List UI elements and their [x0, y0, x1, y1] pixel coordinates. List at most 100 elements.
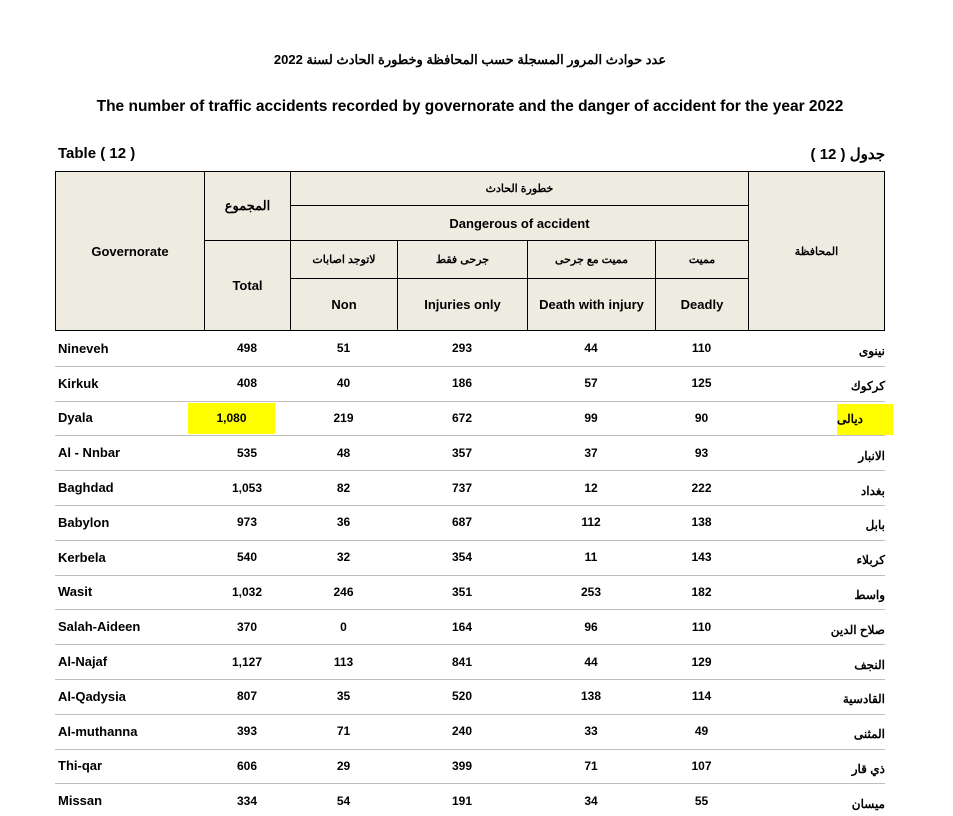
value-cell: 32 — [336, 550, 351, 565]
value-cell: 49 — [694, 724, 709, 739]
subheader: Injuries only — [397, 278, 528, 331]
value-cell: 973 — [236, 515, 258, 530]
value-cell: 222 — [691, 480, 712, 495]
governorate-ar: نينوى — [858, 344, 885, 359]
row-divider — [55, 609, 885, 610]
governorate-ar: واسط — [854, 587, 885, 602]
value-cell: 1,032 — [231, 584, 263, 599]
value-cell: 540 — [236, 550, 258, 565]
value-cell: 182 — [691, 584, 712, 599]
value-cell: 672 — [451, 410, 473, 425]
arabic-title: عدد حوادث المرور المسجلة حسب المحافظة وخ… — [273, 52, 667, 67]
value-cell: 55 — [694, 793, 709, 808]
governorate-ar: المثنى — [853, 727, 885, 742]
value-cell: 54 — [336, 793, 351, 808]
subheader-ar: جرحى فقط — [397, 240, 528, 279]
value-cell: 334 — [236, 793, 258, 808]
value-cell: 354 — [451, 550, 473, 565]
value-cell: 113 — [333, 654, 354, 669]
value-cell: 51 — [336, 341, 351, 356]
header-cell: Governorate — [55, 171, 205, 331]
table-label: Table ( 12 ) — [58, 145, 136, 162]
header-text: Dangerous of accident — [449, 215, 590, 231]
value-cell: 687 — [451, 515, 473, 530]
value-cell: 48 — [336, 445, 351, 460]
header-text: خطورة الحادث — [485, 183, 554, 195]
governorate: Baghdad — [58, 480, 114, 496]
governorate-ar: ديالى — [837, 403, 893, 435]
value-cell: 253 — [580, 584, 602, 599]
header-text: المحافظة — [794, 245, 839, 258]
value-cell: 357 — [451, 445, 473, 460]
value-cell: 408 — [236, 376, 258, 391]
value-cell: 246 — [333, 584, 354, 599]
value-cell: 1,127 — [231, 654, 263, 669]
value-cell: 186 — [451, 376, 473, 391]
value-cell: 99 — [584, 410, 598, 425]
value-cell: 96 — [584, 619, 598, 634]
value-cell: 737 — [451, 480, 473, 495]
value-cell: 164 — [451, 619, 473, 634]
header-text: Total — [232, 278, 263, 293]
value-cell: 1,053 — [231, 480, 263, 495]
value-cell: 535 — [236, 445, 258, 460]
value-cell: 71 — [584, 758, 598, 773]
value-cell: 37 — [584, 445, 598, 460]
value-cell: 29 — [336, 758, 351, 773]
row-divider — [55, 540, 885, 541]
subheader: Death with injury — [527, 278, 656, 331]
value-cell: 40 — [336, 376, 351, 391]
value-cell: 393 — [236, 724, 258, 739]
governorate-ar: ذي قار — [851, 761, 885, 776]
governorate: Thi-qar — [58, 758, 103, 774]
header-cell: Dangerous of accident — [290, 205, 749, 241]
value-cell: 114 — [691, 689, 712, 704]
value-cell: 35 — [336, 689, 351, 704]
governorate-ar: النجف — [854, 657, 885, 672]
value-cell: 0 — [340, 619, 347, 634]
value-cell: 191 — [451, 793, 473, 808]
value-cell: 93 — [694, 445, 709, 460]
row-divider — [55, 575, 885, 576]
subheader: Non — [290, 278, 398, 331]
table-label-ar: جدول ( 12 ) — [810, 146, 885, 163]
value-cell: 57 — [584, 376, 598, 391]
value-cell: 293 — [451, 341, 473, 356]
governorate-ar: كربلاء — [856, 553, 885, 568]
value-cell: 82 — [336, 480, 351, 495]
value-cell: 90 — [694, 410, 709, 425]
header-cell: خطورة الحادث — [290, 171, 749, 206]
value-cell: 36 — [336, 515, 351, 530]
value-cell: 33 — [584, 724, 598, 739]
subheader-ar: لاتوجد اصابات — [290, 240, 398, 279]
row-divider — [55, 714, 885, 715]
row-divider — [55, 366, 885, 367]
value-cell: 138 — [691, 515, 712, 530]
value-cell: 125 — [691, 376, 712, 391]
governorate-ar: بابل — [865, 518, 885, 533]
value-cell: 1,080 — [188, 402, 275, 434]
governorate: Al - Nnbar — [58, 445, 121, 461]
value-cell: 112 — [581, 515, 601, 530]
governorate: Al-Qadysia — [58, 688, 126, 704]
value-cell: 71 — [336, 724, 351, 739]
value-cell: 107 — [691, 758, 712, 773]
value-cell: 606 — [236, 758, 258, 773]
subheader-ar: مميت مع جرحى — [527, 240, 656, 279]
governorate-ar: بغداد — [860, 483, 885, 498]
value-cell: 143 — [691, 550, 712, 565]
governorate: Al-Najaf — [58, 654, 108, 670]
value-cell: 240 — [451, 724, 473, 739]
row-divider — [55, 470, 885, 471]
value-cell: 110 — [691, 619, 712, 634]
value-cell: 12 — [584, 480, 598, 495]
value-cell: 520 — [451, 689, 473, 704]
value-cell: 370 — [236, 619, 258, 634]
row-divider — [55, 679, 885, 680]
header-cell: Total — [204, 240, 291, 331]
row-divider — [55, 644, 885, 645]
governorate: Dyala — [58, 410, 93, 426]
governorate: Babylon — [58, 514, 110, 530]
value-cell: 110 — [691, 341, 712, 356]
